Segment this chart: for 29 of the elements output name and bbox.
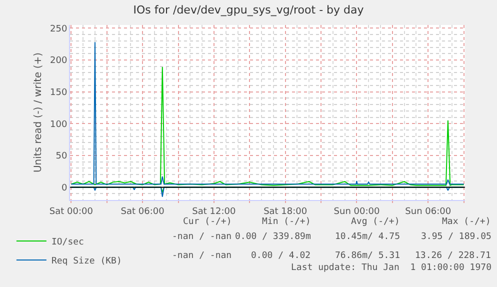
text: 13.26 / 228.71 xyxy=(415,251,491,261)
text: Avg (-/+) xyxy=(351,217,400,227)
y-tick-label: 200 xyxy=(50,56,68,66)
y-tick-label: 250 xyxy=(50,24,68,34)
legend-label: IO/sec xyxy=(51,238,84,248)
x-tick-label: Sat 06:00 xyxy=(120,206,165,217)
text: -nan / -nan xyxy=(172,232,232,242)
x-tick-label: Sat 18:00 xyxy=(264,206,308,217)
text: 0.00 / 4.02 xyxy=(251,251,311,261)
y-tick-label: 50 xyxy=(56,152,68,162)
y-tick-label: 0 xyxy=(61,183,68,194)
y-tick-label: 150 xyxy=(50,88,68,98)
text: Last update: Thu Jan 1 01:00:00 1970 xyxy=(291,263,492,273)
y-axis-title: Units read (-) / write (+) xyxy=(33,52,44,173)
x-tick-label: Sat 12:00 xyxy=(192,206,236,217)
text: Cur (-/+) xyxy=(183,217,232,227)
text: Max (-/+) xyxy=(442,217,491,227)
text: Min (-/+) xyxy=(262,217,311,227)
x-tick-label: Sun 06:00 xyxy=(405,206,452,217)
text: 0.00 / 339.89m xyxy=(235,232,311,242)
chart-title: IOs for /dev/dev_gpu_sys_vg/root - by day xyxy=(133,4,364,17)
text: 76.86m/ 5.31 xyxy=(335,251,400,261)
legend-label: Req Size (KB) xyxy=(51,256,122,267)
x-tick-label: Sun 00:00 xyxy=(334,206,380,217)
x-tick-label: Sat 00:00 xyxy=(49,206,94,217)
text: 3.95 / 189.05 xyxy=(421,232,492,242)
text: 10.45m/ 4.75 xyxy=(335,232,400,242)
y-tick-label: 100 xyxy=(50,120,68,130)
text: -nan / -nan xyxy=(172,251,232,261)
